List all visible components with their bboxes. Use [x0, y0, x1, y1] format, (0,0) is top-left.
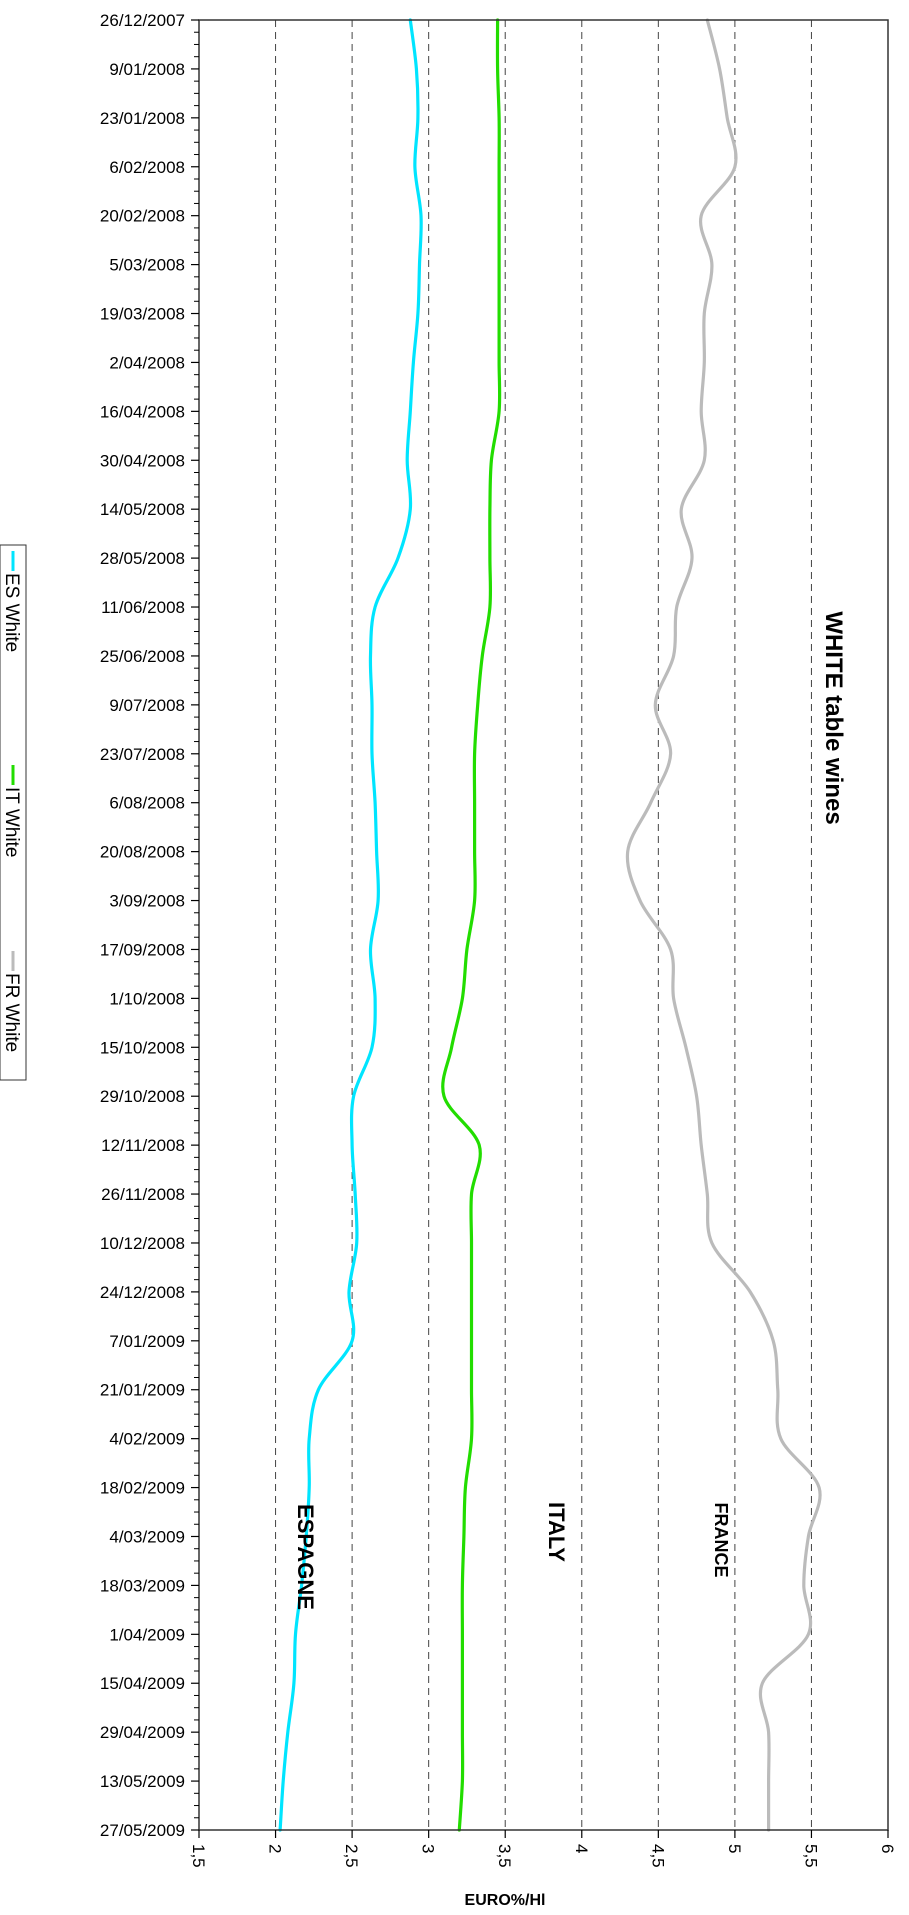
category-tick-label: 30/04/2008 — [100, 451, 185, 470]
value-ticks: 1,5 2 2,5 3 3,5 4 4,5 5 5,5 6 — [189, 1830, 897, 1868]
series-line-es-white — [278, 18, 423, 1832]
category-tick-label: 12/11/2008 — [101, 1136, 185, 1155]
value-tick-label: 4 — [572, 1844, 591, 1853]
category-tick-label: 15/04/2009 — [100, 1674, 185, 1693]
category-tick-label: 23/01/2008 — [100, 109, 185, 128]
value-tick-label: 4,5 — [648, 1844, 667, 1868]
category-tick-label: 18/03/2009 — [100, 1576, 185, 1595]
category-tick-label: 6/02/2008 — [109, 158, 185, 177]
value-tick-label: 1,5 — [189, 1844, 208, 1868]
category-tick-label: 21/01/2009 — [100, 1381, 185, 1400]
category-tick-label: 25/06/2008 — [100, 647, 185, 666]
value-tick-label: 2 — [266, 1844, 285, 1853]
category-tick-label: 2/04/2008 — [109, 353, 185, 372]
legend: ES White IT White FR White — [0, 544, 27, 1081]
legend-box — [0, 544, 27, 1081]
category-tick-label: 1/04/2009 — [109, 1625, 185, 1644]
category-tick-label: 10/12/2008 — [100, 1234, 185, 1253]
legend-item-it-white: IT White — [1, 765, 22, 857]
category-tick-label: 9/07/2008 — [109, 696, 185, 715]
category-tick-label: 23/07/2008 — [100, 745, 185, 764]
value-tick-label: 2,5 — [342, 1844, 361, 1868]
value-tick-label: 5 — [725, 1844, 744, 1853]
category-tick-label: 7/01/2009 — [109, 1332, 185, 1351]
category-tick-label: 26/12/2007 — [100, 11, 185, 30]
category-tick-label: 1/10/2008 — [109, 989, 185, 1008]
value-axis-title: EURO%/Hl — [465, 1892, 546, 1909]
value-tick-label: 6 — [878, 1844, 897, 1853]
annotation-espagne: ESPAGNE — [293, 1504, 318, 1610]
value-tick-label: 3,5 — [495, 1844, 514, 1868]
category-tick-label: 19/03/2008 — [100, 305, 185, 324]
category-tick-label: 9/01/2008 — [109, 60, 185, 79]
legend-label-es-white: ES White — [1, 573, 22, 652]
category-tick-label: 26/11/2008 — [101, 1185, 185, 1204]
category-tick-label: 29/10/2008 — [100, 1087, 185, 1106]
value-tick-label: 5,5 — [801, 1844, 820, 1868]
category-tick-label: 11/06/2008 — [101, 598, 185, 617]
series-line-fr-white — [625, 18, 822, 1832]
category-tick-label: 20/02/2008 — [100, 207, 185, 226]
series-line-it-white — [441, 18, 502, 1832]
category-tick-label: 5/03/2008 — [109, 256, 185, 275]
grid-lines — [275, 20, 812, 1830]
category-tick-label: 3/09/2008 — [109, 892, 185, 911]
category-tick-label: 18/02/2009 — [100, 1479, 185, 1498]
category-tick-label: 13/05/2009 — [100, 1772, 185, 1791]
legend-item-es-white: ES White — [1, 551, 22, 652]
category-ticks: 26/12/2007 9/01/2008 23/01/2008 6/02/2008 20… — [100, 11, 199, 1840]
category-tick-label: 6/08/2008 — [109, 794, 185, 813]
value-tick-label: 3 — [419, 1844, 438, 1853]
category-tick-label: 27/05/2009 — [100, 1821, 185, 1840]
category-tick-label: 24/12/2008 — [100, 1283, 185, 1302]
category-tick-label: 4/02/2009 — [109, 1430, 185, 1449]
annotation-italy: ITALY — [544, 1502, 569, 1562]
legend-item-fr-white: FR White — [1, 951, 22, 1052]
category-tick-label: 15/10/2008 — [100, 1038, 185, 1057]
annotation-france: FRANCE — [711, 1503, 731, 1578]
chart-title: WHITE table wines — [820, 611, 847, 824]
category-tick-label: 4/03/2009 — [109, 1527, 185, 1546]
category-tick-label: 29/04/2009 — [100, 1723, 185, 1742]
category-tick-label: 17/09/2008 — [100, 940, 185, 959]
category-tick-label: 16/04/2008 — [100, 402, 185, 421]
legend-label-it-white: IT White — [1, 787, 22, 857]
category-tick-label: 28/05/2008 — [100, 549, 185, 568]
series-lines — [278, 18, 822, 1832]
category-tick-label: 14/05/2008 — [100, 500, 185, 519]
category-tick-label: 20/08/2008 — [100, 843, 185, 862]
legend-label-fr-white: FR White — [1, 973, 22, 1052]
